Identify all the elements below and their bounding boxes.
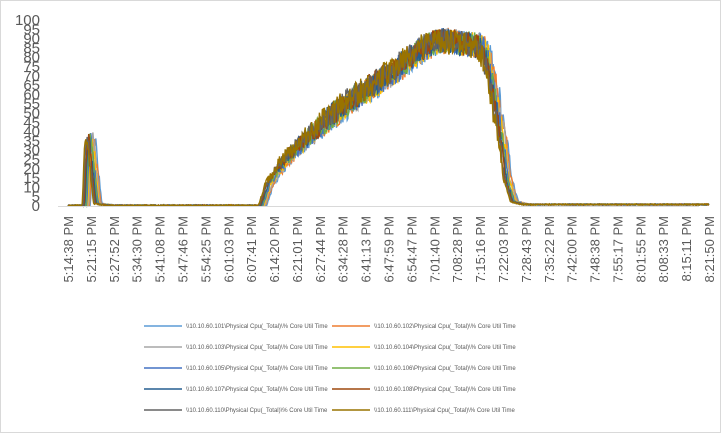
y-tick-label: 80 (23, 49, 40, 66)
y-tick-label: 40 (23, 124, 40, 141)
x-tick-label: 6:34:28 PM (336, 216, 351, 283)
y-tick-label: 65 (23, 77, 40, 94)
series-line (67, 27, 710, 208)
y-tick-label: 95 (23, 21, 40, 38)
y-tick-label: 75 (23, 59, 40, 76)
y-tick-label: 5 (32, 189, 40, 206)
series-line (67, 28, 710, 208)
x-tick-label: 6:07:41 PM (244, 216, 259, 283)
x-tick-label: 5:54:25 PM (198, 216, 213, 283)
x-tick-label: 7:35:22 PM (542, 216, 557, 283)
y-tick-label: 15 (23, 170, 40, 187)
x-tick-label: 7:42:00 PM (565, 216, 580, 283)
legend-label: \\10.10.60.104\Physical Cpu(_Total)\% Co… (374, 345, 516, 351)
y-tick-label: 35 (23, 133, 40, 150)
legend-label: \\10.10.60.108\Physical Cpu(_Total)\% Co… (374, 387, 516, 393)
x-tick-label: 5:14:38 PM (61, 216, 76, 283)
y-tick-label: 55 (23, 96, 40, 113)
series-line (67, 28, 710, 208)
series-line (67, 28, 710, 208)
x-tick-label: 7:22:03 PM (496, 216, 511, 283)
y-axis-ticks: 0510152025303540455055606570758085909510… (15, 12, 40, 215)
x-tick-label: 7:08:28 PM (450, 216, 465, 283)
x-tick-label: 7:01:40 PM (427, 216, 442, 283)
x-tick-label: 7:48:38 PM (588, 216, 603, 283)
y-tick-label: 30 (23, 142, 40, 159)
y-tick-label: 90 (23, 31, 40, 48)
x-tick-label: 6:54:47 PM (404, 216, 419, 283)
legend-label: \\10.10.60.110\Physical Cpu(_Total)\% Co… (186, 408, 328, 414)
series-lines (67, 27, 710, 208)
x-tick-label: 5:41:08 PM (153, 216, 168, 283)
x-tick-label: 6:47:59 PM (382, 216, 397, 283)
y-tick-label: 100 (15, 12, 40, 29)
y-tick-label: 85 (23, 40, 40, 57)
legend-label: \\10.10.60.102\Physical Cpu(_Total)\% Co… (374, 324, 516, 330)
series-line (67, 31, 710, 208)
x-tick-label: 5:47:46 PM (175, 216, 190, 283)
y-tick-label: 20 (23, 161, 40, 178)
series-line (67, 28, 710, 208)
y-tick-label: 10 (23, 179, 40, 196)
y-tick-label: 0 (32, 198, 40, 215)
legend-label: \\10.10.60.107\Physical Cpu(_Total)\% Co… (186, 387, 328, 393)
y-tick-label: 25 (23, 152, 40, 169)
x-tick-label: 6:27:44 PM (313, 216, 328, 283)
x-tick-label: 8:15:11 PM (679, 216, 694, 282)
x-tick-label: 7:15:16 PM (473, 216, 488, 283)
x-tick-label: 8:01:55 PM (633, 216, 648, 283)
x-tick-label: 7:28:43 PM (519, 216, 534, 283)
y-tick-label: 70 (23, 68, 40, 85)
x-tick-label: 6:21:01 PM (290, 216, 305, 283)
x-tick-label: 6:14:20 PM (267, 216, 282, 283)
legend-label: \\10.10.60.106\Physical Cpu(_Total)\% Co… (374, 366, 516, 372)
x-tick-label: 6:41:13 PM (359, 216, 374, 283)
y-tick-label: 60 (23, 86, 40, 103)
legend: \\10.10.60.101\Physical Cpu(_Total)\% Co… (144, 324, 516, 414)
legend-label: \\10.10.60.111\Physical Cpu(_Total)\% Co… (374, 408, 516, 414)
x-tick-label: 5:21:15 PM (84, 216, 99, 283)
legend-label: \\10.10.60.103\Physical Cpu(_Total)\% Co… (186, 345, 328, 351)
x-tick-label: 5:34:30 PM (130, 216, 145, 283)
x-tick-label: 7:55:17 PM (610, 216, 625, 283)
x-tick-label: 8:21:50 PM (702, 216, 717, 283)
series-line (67, 28, 709, 208)
y-tick-label: 45 (23, 114, 40, 131)
x-tick-label: 8:08:33 PM (656, 216, 671, 283)
x-tick-label: 5:27:52 PM (107, 216, 122, 283)
y-tick-label: 50 (23, 105, 40, 122)
series-line (67, 28, 710, 208)
x-axis-ticks: 5:14:38 PM 5:21:15 PM 5:27:52 PM 5:34:30 PM… (61, 216, 717, 283)
x-tick-label: 6:01:03 PM (221, 216, 236, 283)
series-line (67, 30, 710, 208)
legend-label: \\10.10.60.101\Physical Cpu(_Total)\% Co… (186, 324, 328, 330)
legend-label: \\10.10.60.105\Physical Cpu(_Total)\% Co… (186, 366, 328, 372)
series-line (67, 29, 710, 208)
